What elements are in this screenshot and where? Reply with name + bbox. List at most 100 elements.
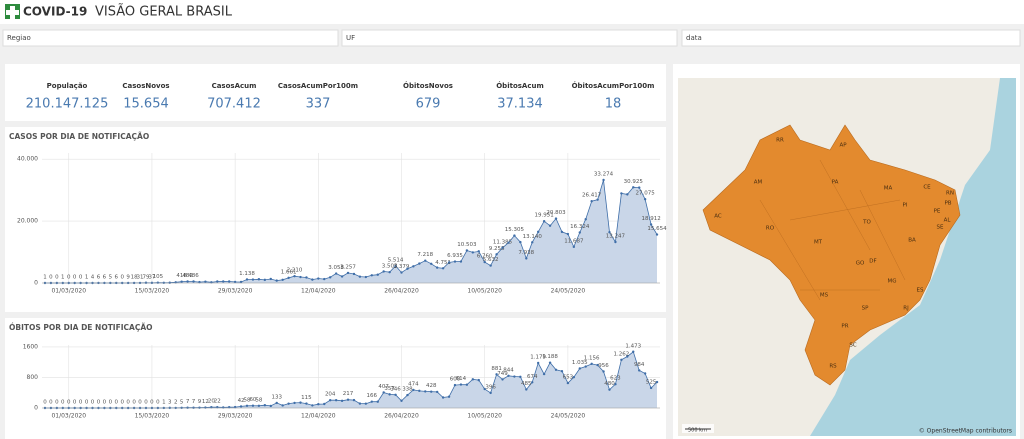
point: [602, 178, 605, 182]
data-label: 0: [150, 400, 154, 406]
data-label: 9: [126, 274, 130, 280]
data-label: 418: [176, 273, 187, 279]
point: [536, 361, 540, 365]
point: [632, 350, 635, 353]
brazil[interactable]: [702, 124, 961, 386]
data-label: 5: [109, 274, 113, 280]
point: [560, 369, 564, 373]
point: [317, 277, 320, 280]
data-label: 0: [144, 400, 148, 406]
data-label: 0: [79, 275, 83, 281]
data-label: 9.258: [489, 246, 505, 252]
point: [311, 278, 314, 281]
state-label: CE: [923, 185, 931, 191]
point: [513, 375, 516, 378]
data-label: 5: [180, 399, 184, 405]
filter-box[interactable]: [2, 29, 339, 47]
x-tick-label: 12/04/2020: [301, 288, 336, 295]
state-label: MG: [887, 279, 896, 285]
data-label: 16.324: [570, 224, 590, 230]
point: [483, 260, 486, 264]
kpi-label: ÓbitosAcum: [496, 81, 544, 90]
data-label: 10.503: [457, 242, 477, 248]
data-label: 0: [67, 275, 71, 281]
point: [525, 257, 528, 260]
point: [227, 280, 231, 283]
kpi-label: CasosAcum: [212, 82, 257, 90]
data-label: 15.654: [647, 226, 667, 232]
point: [263, 278, 267, 282]
point: [584, 365, 587, 368]
x-tick-label: 15/03/2020: [135, 288, 170, 295]
point: [453, 383, 457, 387]
data-label: 30.925: [624, 179, 644, 185]
point: [483, 387, 486, 391]
point: [275, 279, 278, 282]
x-tick-label: 29/03/2020: [218, 288, 253, 295]
data-label: 0: [85, 400, 89, 406]
point: [435, 266, 439, 269]
data-label: 26.417: [582, 193, 602, 199]
data-label: 3.058: [328, 265, 344, 271]
filter-box[interactable]: [341, 29, 678, 47]
data-label: 7.218: [417, 252, 433, 258]
x-tick-label: 24/05/2020: [551, 413, 586, 420]
point: [251, 278, 255, 281]
chart-title: ÓBITOS POR DIA DE NOTIFICAÇÃO: [9, 323, 153, 332]
point: [287, 402, 290, 405]
filter-box[interactable]: [681, 29, 1021, 47]
data-label: 653: [563, 375, 574, 381]
scale-label: 500 km: [688, 428, 707, 434]
data-label: 1.473: [625, 343, 641, 349]
data-label: 115: [301, 395, 312, 401]
point: [180, 280, 183, 283]
data-label: 346: [390, 386, 401, 392]
y-tick-label: 40.000: [17, 156, 38, 163]
data-label: 58: [255, 397, 262, 403]
data-label: 18.912: [641, 216, 660, 222]
data-label: 1.188: [542, 354, 558, 360]
data-label: 7: [186, 399, 190, 405]
point: [245, 404, 249, 407]
data-label: 474: [408, 381, 419, 387]
point: [317, 403, 320, 406]
state-label: PA: [832, 180, 839, 186]
point: [447, 261, 451, 264]
data-label: 6.760: [477, 254, 493, 260]
state-label: AP: [839, 143, 847, 149]
data-label: 525: [646, 379, 657, 385]
app-name: COVID-19: [23, 5, 87, 19]
point: [596, 363, 599, 367]
data-label: 20.803: [546, 210, 566, 216]
point: [334, 399, 338, 402]
point: [233, 280, 237, 284]
data-label: 133: [271, 394, 282, 400]
data-label: 6: [97, 274, 101, 280]
point: [346, 398, 350, 401]
point: [299, 401, 302, 404]
data-label: 6.935: [447, 253, 463, 259]
point: [459, 383, 463, 386]
point: [251, 404, 255, 407]
state-label: DF: [869, 259, 876, 265]
data-label: 1.661: [281, 269, 297, 275]
data-label: 31: [137, 274, 144, 280]
data-label: 37: [148, 274, 155, 280]
data-label: 5.632: [483, 257, 499, 263]
y-tick-label: 20.000: [17, 218, 38, 225]
point: [507, 374, 510, 377]
state-label: BA: [908, 238, 916, 244]
point: [239, 280, 243, 284]
state-label: RR: [776, 138, 784, 144]
point: [620, 358, 623, 362]
data-label: 0: [73, 275, 77, 281]
data-label: 1.156: [584, 355, 600, 361]
point: [554, 368, 558, 371]
data-label: 2.210: [287, 268, 303, 274]
kpi-value: 337: [306, 97, 331, 112]
data-label: 1: [61, 274, 65, 280]
point: [216, 280, 219, 283]
data-label: 9: [198, 399, 202, 405]
data-label: 4: [91, 274, 95, 280]
data-label: 58: [244, 397, 251, 403]
